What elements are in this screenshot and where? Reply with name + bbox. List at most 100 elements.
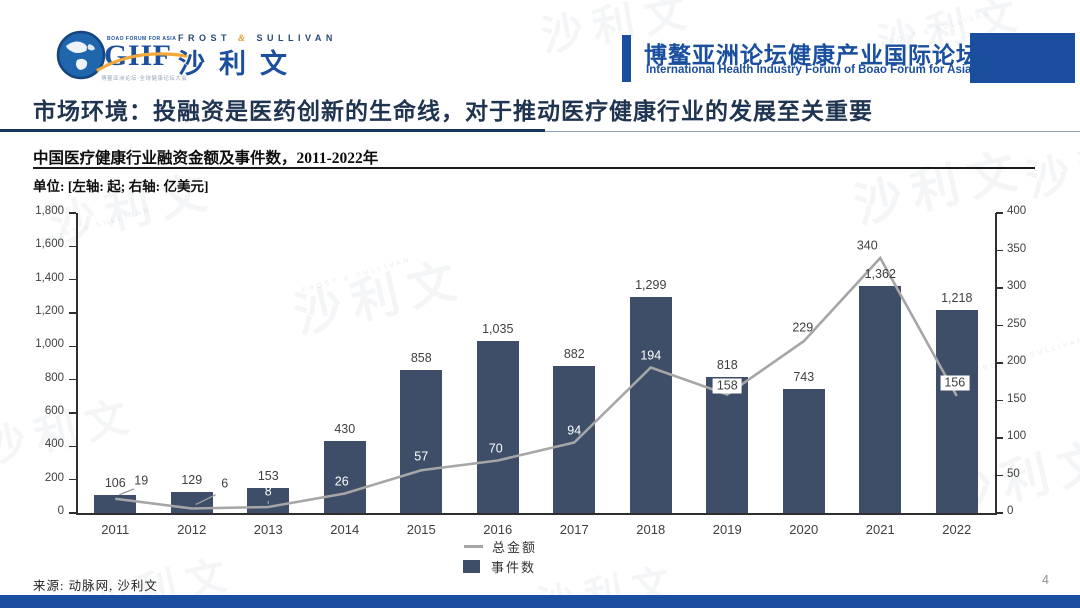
legend-line-swatch: [464, 545, 483, 548]
y-axis-left-line: [76, 213, 78, 515]
legend-label: 总金额: [492, 540, 538, 555]
bar-2022: [935, 310, 978, 513]
legend-label: 事件数: [491, 560, 537, 575]
y-axis-label-right: 250: [1007, 317, 1027, 330]
y-axis-label-left: 400: [44, 438, 64, 451]
y-axis-tick-left: [69, 445, 76, 448]
sullivan-word: SULLIVAN: [256, 33, 337, 43]
line-value-label: 70: [488, 441, 503, 455]
chart-unit-note: 单位: [左轴: 起; 右轴: 亿美元]: [33, 179, 209, 194]
x-axis-label: 2022: [942, 522, 972, 537]
source-note: 来源: 动脉网, 沙利文: [33, 579, 158, 593]
y-axis-label-left: 1,600: [35, 238, 64, 251]
line-value-label: 94: [567, 423, 582, 437]
y-axis-tick-left: [69, 212, 76, 214]
y-axis-label-left: 0: [57, 505, 64, 517]
frost-sullivan-en: FROST & SULLIVAN: [178, 33, 337, 43]
bar-2020: [782, 389, 825, 513]
bar-2016: [476, 340, 519, 513]
y-axis-label-right: 400: [1007, 205, 1027, 217]
line-value-label: 340: [856, 238, 878, 253]
y-axis-tick-left: [69, 512, 76, 514]
y-axis-label-right: 150: [1007, 392, 1027, 405]
bar-2021: [859, 286, 902, 513]
y-axis-tick-right: [996, 324, 1003, 327]
bar-2018: [629, 296, 672, 513]
y-axis-label-right: 350: [1007, 242, 1027, 255]
x-axis-label: 2011: [101, 522, 130, 537]
x-axis-label: 2012: [177, 522, 207, 537]
page-number: 4: [1042, 573, 1049, 587]
ghf-caption: 博鳌亚洲论坛·全球健康论坛大会: [101, 76, 188, 82]
y-axis-tick-left: [69, 379, 76, 381]
y-axis-tick-left: [69, 345, 76, 348]
forum-title-en: International Health Industry Forum of B…: [646, 64, 972, 76]
y-axis-label-right: 200: [1007, 355, 1027, 367]
line-value-label: 194: [640, 348, 662, 362]
header-divider-bar: [622, 35, 631, 82]
frost-word: FROST: [178, 33, 231, 43]
bar-value-label: 882: [563, 347, 585, 361]
header-blue-rectangle: [970, 33, 1075, 83]
x-axis-label: 2021: [865, 522, 895, 537]
y-axis-tick-right: [996, 212, 1003, 214]
line-value-label: 19: [134, 473, 149, 488]
y-axis-tick-right: [996, 362, 1003, 364]
y-axis-label-left: 1,800: [35, 205, 64, 217]
bar-2011: [94, 495, 137, 513]
bar-value-label: 153: [257, 468, 279, 483]
y-axis-right-line: [995, 213, 997, 515]
y-axis-tick-left: [69, 312, 76, 314]
y-axis-label-right: 100: [1007, 430, 1027, 442]
y-axis-tick-left: [69, 479, 76, 481]
y-axis-tick-right: [996, 474, 1003, 477]
frost-ampersand: &: [238, 33, 250, 43]
bar-value-label: 858: [410, 351, 432, 365]
bar-2017: [553, 366, 596, 513]
bar-value-label: 743: [793, 370, 815, 385]
chart-title-rule: [33, 167, 1035, 169]
boao-tagline: BOAO FORUM FOR ASIA: [107, 36, 177, 42]
bar-value-label: 430: [334, 422, 356, 437]
line-value-label: 57: [414, 449, 429, 464]
chart-legend: 总金额 事件数: [463, 538, 537, 578]
x-axis-label: 2013: [253, 522, 283, 537]
legend-item: 总金额: [464, 538, 537, 555]
chart-title: 中国医疗健康行业融资金额及事件数，2011-2022年: [33, 150, 379, 167]
bar-2019: [706, 376, 749, 513]
line-value-label: 8: [264, 484, 272, 499]
y-axis-tick-right: [996, 512, 1003, 514]
bar-value-label: 1,362: [864, 267, 896, 281]
page-title: 市场环境：投融资是医药创新的生命线，对于推动医疗健康行业的发展至关重要: [33, 99, 873, 124]
line-value-label: 6: [221, 476, 229, 490]
bar-value-label: 1,299: [635, 277, 667, 292]
y-axis-tick-right: [996, 399, 1003, 402]
bar-2012: [170, 491, 213, 513]
line-value-label: 229: [792, 320, 814, 335]
y-axis-tick-right: [996, 437, 1003, 439]
y-axis-label-right: 300: [1007, 280, 1027, 292]
title-rule-thick: [0, 129, 545, 132]
forum-title-cn: 博鳌亚洲论坛健康产业国际论坛: [644, 42, 980, 68]
y-axis-tick-left: [69, 412, 76, 414]
line-value-label: 156: [940, 375, 970, 391]
x-axis-line: [76, 513, 996, 515]
x-axis-label: 2018: [636, 522, 666, 537]
line-value-label: 158: [712, 378, 742, 393]
y-axis-label-left: 600: [44, 405, 64, 417]
y-axis-tick-left: [69, 245, 76, 248]
y-axis-label-left: 1,200: [35, 305, 64, 317]
y-axis-tick-right: [996, 287, 1003, 289]
footer-blue-bar: [0, 595, 1080, 608]
y-axis-label-left: 1,400: [35, 271, 64, 284]
x-axis-label: 2020: [789, 522, 819, 537]
legend-item: 事件数: [463, 558, 537, 575]
bar-value-label: 1,218: [941, 291, 973, 305]
frost-sullivan-cn: 沙利文: [178, 49, 301, 79]
legend-bar-swatch: [463, 560, 480, 573]
y-axis-label-left: 800: [44, 371, 64, 384]
x-axis-label: 2019: [712, 522, 742, 537]
y-axis-label-right: 50: [1007, 467, 1020, 480]
